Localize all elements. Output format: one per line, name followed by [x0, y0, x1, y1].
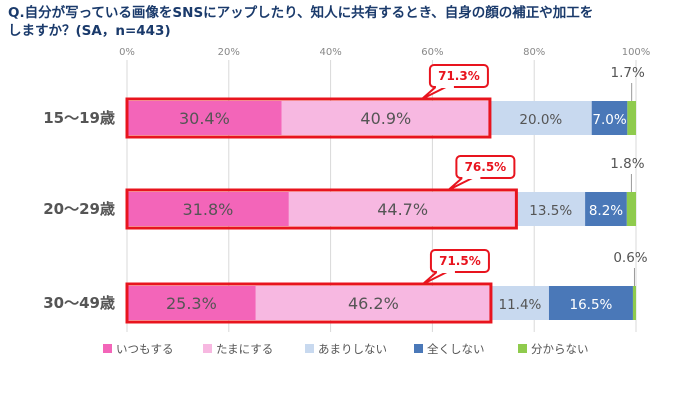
callout-box	[428, 64, 489, 88]
data-label: 20.0%	[519, 112, 562, 128]
bar-segment	[585, 192, 627, 226]
bar-segment	[255, 286, 491, 320]
legend-swatch	[203, 344, 212, 353]
chart-title-line1: Q.自分が写っている画像をSNSにアップしたり、知人に共有するとき、自身の顔の補…	[8, 5, 594, 21]
x-tick-label: 60%	[421, 47, 443, 58]
callout-box	[429, 249, 490, 273]
data-label: 1.7%	[611, 65, 645, 81]
highlight-frame	[125, 97, 492, 139]
data-label: 0.6%	[613, 250, 647, 266]
data-label: 16.5%	[570, 297, 613, 313]
bar-segment	[591, 101, 628, 135]
x-tick-label: 100%	[622, 47, 651, 58]
legend-swatch	[518, 344, 527, 353]
data-label: 8.2%	[589, 203, 623, 219]
x-tick-label: 20%	[218, 47, 240, 58]
bar-segment	[548, 286, 633, 320]
category-label: 20〜29歳	[43, 200, 115, 218]
callout-total: 71.3%	[438, 69, 480, 83]
data-label: 7.0%	[592, 112, 626, 128]
bar-segment	[626, 192, 636, 226]
legend-label: いつもする	[116, 342, 174, 356]
data-label: 25.3%	[166, 294, 217, 313]
data-label: 11.4%	[499, 297, 542, 313]
highlight-frame	[125, 188, 518, 230]
callout-seam	[436, 268, 455, 273]
legend-label: 分からない	[531, 342, 589, 356]
bar-segment	[127, 286, 256, 320]
callout-total: 71.5%	[439, 254, 481, 268]
data-label: 1.8%	[610, 156, 644, 172]
data-label: 30.4%	[179, 109, 230, 128]
data-label: 31.8%	[183, 200, 234, 219]
x-tick-label: 80%	[523, 47, 545, 58]
x-tick-label: 0%	[119, 47, 135, 58]
bar-segment	[489, 101, 592, 135]
legend-swatch	[305, 344, 314, 353]
data-label: 46.2%	[348, 294, 399, 313]
callout-total: 76.5%	[465, 160, 507, 174]
data-label: 13.5%	[529, 203, 572, 219]
callout-seam	[435, 83, 454, 88]
bar-segment	[516, 192, 586, 226]
bar-segment	[490, 286, 549, 320]
legend-label: たまにする	[216, 342, 273, 356]
chart-title: Q.自分が写っている画像をSNSにアップしたり、知人に共有するとき、自身の顔の補…	[8, 4, 672, 40]
data-label: 44.7%	[377, 200, 428, 219]
callout-box	[455, 155, 516, 179]
chart-title-line2: しますか？(SA，n=443)	[8, 23, 171, 39]
highlight-frame	[125, 282, 493, 324]
x-tick-label: 40%	[319, 47, 341, 58]
legend-label: あまりしない	[318, 342, 387, 356]
legend-label: 全くしない	[427, 342, 485, 356]
bar-segment	[627, 101, 636, 135]
bar-segment	[127, 101, 282, 135]
category-label: 15〜19歳	[43, 109, 115, 127]
bar-segment	[632, 286, 636, 320]
bar-segment	[281, 101, 490, 135]
callout-seam	[462, 174, 481, 179]
data-label: 40.9%	[360, 109, 411, 128]
bar-segment	[127, 192, 289, 226]
legend-swatch	[103, 344, 112, 353]
category-label: 30〜49歳	[43, 294, 115, 312]
legend-swatch	[414, 344, 423, 353]
bar-segment	[288, 192, 517, 226]
